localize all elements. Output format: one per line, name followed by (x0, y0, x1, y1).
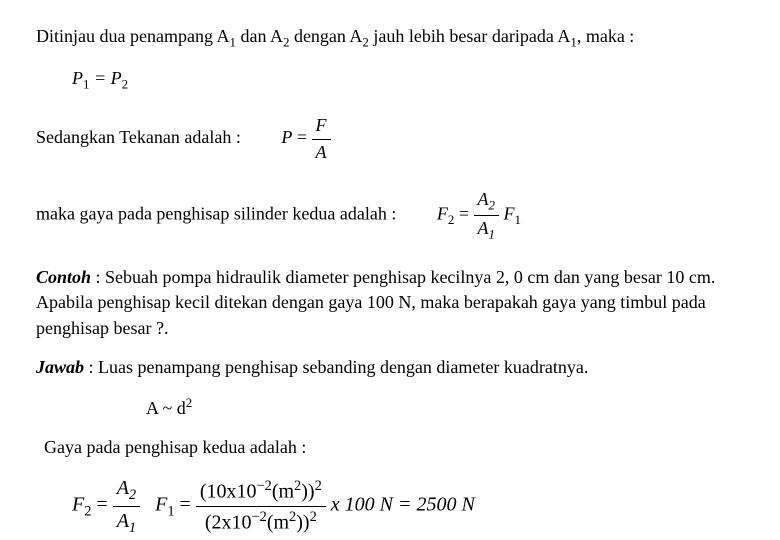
t3: dengan A (289, 26, 362, 46)
frac-a2a1: A2A1 (474, 187, 499, 243)
gy: maka gaya pada penghisap silinder kedua … (36, 203, 396, 223)
t1: Ditinjau dua penampang A (36, 26, 229, 46)
d3: (m (267, 511, 289, 533)
fn: F (312, 113, 331, 139)
p2: = P (89, 68, 121, 88)
peq: = (292, 127, 311, 147)
rel: A ~ d (146, 398, 186, 418)
line-intro: Ditinjau dua penampang A1 dan A2 dengan … (36, 24, 744, 52)
t2: dan A (236, 26, 283, 46)
p2s: 2 (122, 76, 128, 91)
pl: P (281, 127, 292, 147)
ff1s: 1 (167, 504, 174, 520)
lf: Gaya pada penghisap kedua adalah : (44, 437, 306, 457)
a1: A (478, 218, 489, 238)
aa1: A1 (113, 507, 140, 538)
line-final: Gaya pada penghisap kedua adalah : (44, 435, 744, 460)
jawab-txt: : Luas penampang penghisap sebanding den… (84, 357, 588, 377)
eqs: = (454, 203, 473, 223)
aads: 1 (129, 520, 136, 536)
contoh-txt: : Sebuah pompa hidraulik diameter penghi… (36, 267, 715, 337)
relation: A ~ d2 (146, 394, 744, 421)
f1: F (499, 203, 515, 223)
ff1: F (150, 494, 167, 516)
contoh-lbl: Contoh (36, 267, 91, 287)
frac-aa: A2A1 (113, 474, 140, 537)
ffeq: = (91, 494, 112, 516)
n1: (10x10 (200, 481, 257, 503)
line-tekanan: Sedangkan Tekanan adalah : P = FA (36, 113, 744, 164)
eq-f2: F2 = A2A1 F1 (437, 187, 521, 243)
d5: )) (296, 511, 309, 533)
t4: jauh lebih besar daripada A (369, 26, 570, 46)
relsq: 2 (186, 395, 192, 410)
tail: x 100 N = 2500 N (331, 494, 475, 516)
aa2: A2 (113, 474, 140, 506)
d1: (2x10 (205, 511, 252, 533)
fd: A (312, 140, 331, 165)
ff2: F (72, 494, 84, 516)
p: P (72, 68, 83, 88)
line-gaya: maka gaya pada penghisap silinder kedua … (36, 187, 744, 243)
tek: Sedangkan Tekanan adalah : (36, 127, 241, 147)
d2: −2 (252, 509, 267, 525)
a2n: A2 (474, 187, 499, 216)
f2: F (437, 203, 448, 223)
bigd: (2x10−2(m2))2 (196, 507, 326, 537)
t5: , maka : (577, 26, 634, 46)
n2: −2 (257, 478, 272, 494)
n6: 2 (315, 478, 322, 494)
eq2s: = (180, 494, 196, 516)
aan: A (117, 477, 129, 499)
eq-pressure: P = FA (281, 113, 330, 164)
bign: (10x10−2(m2))2 (196, 476, 326, 507)
frac-fa: FA (312, 113, 331, 164)
a1d: A1 (474, 216, 499, 244)
a1s: 1 (489, 226, 495, 241)
n5: )) (301, 481, 314, 503)
eq-final: F2 = A2A1 F1 = (10x10−2(m2))2 (2x10−2(m2… (72, 474, 744, 537)
jawab-lbl: Jawab (36, 357, 84, 377)
jawab: Jawab : Luas penampang penghisap sebandi… (36, 355, 744, 380)
frac-big: (10x10−2(m2))2 (2x10−2(m2))2 (196, 476, 326, 536)
eq-p1p2: P1 = P2 (72, 66, 744, 94)
f1s: 1 (515, 212, 521, 227)
aas: 2 (129, 487, 136, 503)
a2: A (478, 189, 489, 209)
aad: A (117, 510, 129, 532)
d6: 2 (310, 509, 317, 525)
a2s: 2 (489, 197, 495, 212)
n3: (m (272, 481, 294, 503)
contoh: Contoh : Sebuah pompa hidraulik diameter… (36, 265, 744, 341)
